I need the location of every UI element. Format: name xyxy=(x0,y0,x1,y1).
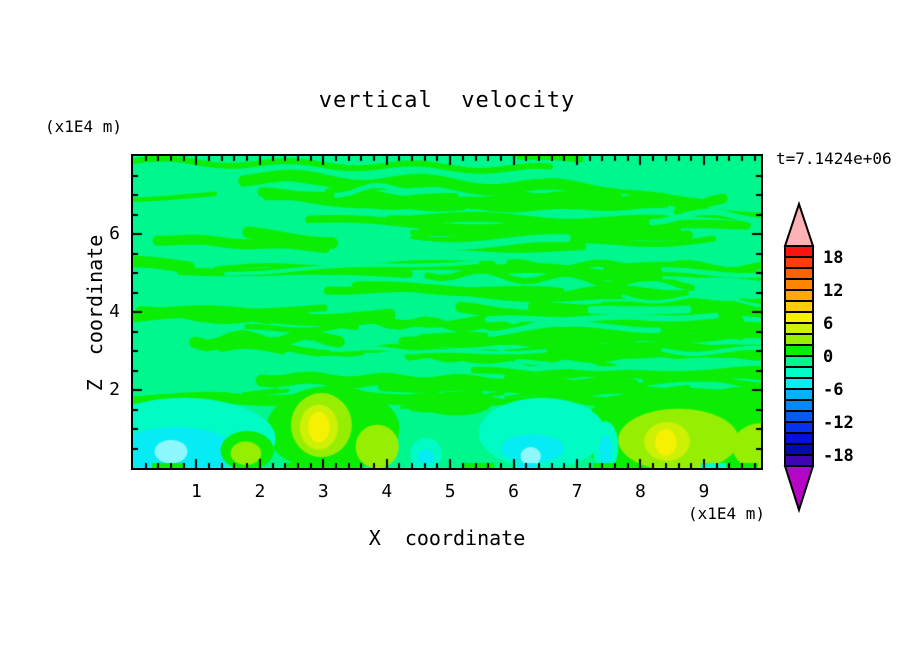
x-tick-label: 3 xyxy=(317,481,329,502)
x-tick-label: 2 xyxy=(254,481,266,502)
colorbar-cell xyxy=(784,421,814,434)
z-tick-label: 2 xyxy=(109,379,120,400)
colorbar-cell xyxy=(784,300,814,313)
x-tick-label: 1 xyxy=(191,481,202,502)
colorbar-cell xyxy=(784,256,814,269)
x-axis-unit-label: (x1E4 m) xyxy=(688,504,766,523)
contour-plot-canvas xyxy=(133,156,761,468)
z-tick-label: 6 xyxy=(109,223,120,244)
colorbar-cell xyxy=(784,443,814,456)
plot-frame xyxy=(131,154,763,470)
colorbar-cell xyxy=(784,289,814,302)
x-tick-label: 4 xyxy=(381,481,393,502)
colorbar-cell xyxy=(784,245,814,258)
colorbar: 18 12 6 0 -6 -12 -18 xyxy=(783,200,854,514)
colorbar-tick-label: -6 xyxy=(823,380,843,400)
colorbar-cell xyxy=(784,388,814,401)
colorbar-under-arrow xyxy=(783,465,815,514)
x-axis-title: X coordinate xyxy=(368,526,526,550)
z-tick-label: 4 xyxy=(109,301,120,322)
colorbar-cell xyxy=(784,366,814,379)
colorbar-tick-label: -12 xyxy=(823,413,854,433)
colorbar-tick-label: 6 xyxy=(823,314,833,334)
x-tick-label: 8 xyxy=(635,481,646,502)
colorbar-cell xyxy=(784,344,814,357)
colorbar-cell xyxy=(784,311,814,324)
x-tick-label: 9 xyxy=(698,481,710,502)
time-stamp-label: t=7.1424e+06 xyxy=(776,149,892,168)
z-axis-title: Z coordinate xyxy=(83,234,107,392)
colorbar-cell xyxy=(784,377,814,390)
colorbar-cell xyxy=(784,399,814,412)
x-tick-label: 7 xyxy=(571,481,583,502)
colorbar-cell xyxy=(784,432,814,445)
colorbar-cell xyxy=(784,267,814,280)
colorbar-cell xyxy=(784,454,814,467)
x-tick-label: 5 xyxy=(444,481,456,502)
colorbar-tick-label: 18 xyxy=(823,248,843,268)
colorbar-cell xyxy=(784,333,814,346)
colorbar-tick-label: 12 xyxy=(823,281,843,301)
colorbar-tick-label: -18 xyxy=(823,446,854,466)
x-tick-label: 6 xyxy=(508,481,520,502)
colorbar-tick-label: 0 xyxy=(823,347,833,367)
chart-title: vertical velocity xyxy=(318,88,576,113)
colorbar-cell xyxy=(784,355,814,368)
colorbar-over-arrow xyxy=(783,200,815,247)
colorbar-cell xyxy=(784,322,814,335)
colorbar-cell xyxy=(784,410,814,423)
z-axis-unit-label: (x1E4 m) xyxy=(45,117,123,136)
colorbar-cell xyxy=(784,278,814,291)
